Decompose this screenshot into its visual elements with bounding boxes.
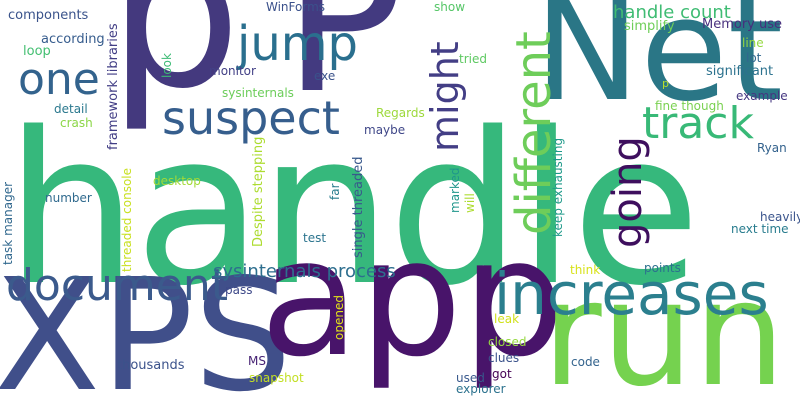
word-marked: marked <box>448 167 462 214</box>
word-handle-count: handle count <box>613 2 731 23</box>
word-number: number <box>45 191 92 205</box>
word-crash: crash <box>60 116 93 130</box>
word-xps: XPS <box>0 245 293 400</box>
word-going: going <box>605 136 651 248</box>
word-despite-stepping: Despite stepping <box>251 136 266 247</box>
word-sysinternals: sysinternals <box>222 86 294 100</box>
word-will: will <box>463 193 477 213</box>
word-framework-libraries: framework libraries <box>106 23 121 150</box>
word-got: got <box>492 367 512 381</box>
word-p-small: p <box>662 77 669 90</box>
word-heavily: heavily <box>760 210 800 224</box>
word-show: show <box>434 0 466 14</box>
word-threaded-console: threaded console <box>120 167 134 272</box>
word-app: app <box>260 205 565 393</box>
word-fine-though: fine though <box>655 99 724 113</box>
word-test: test <box>303 231 327 245</box>
word-handle: handle <box>5 87 701 332</box>
word-net: Net <box>534 0 784 133</box>
word-regards: Regards <box>376 106 425 120</box>
word-explorer: explorer <box>456 382 506 396</box>
word-thousands: thousands <box>117 358 185 373</box>
word-single-threaded: single threaded <box>351 156 366 258</box>
word-sysinternals-process: sysinternals process <box>213 261 396 282</box>
word-keep-exhausting: keep exhausting <box>551 137 565 237</box>
word-p-upper: P <box>283 0 404 138</box>
word-code: code <box>571 355 600 369</box>
word-jump: jump <box>237 16 358 72</box>
word-leak: leak <box>494 312 520 326</box>
word-example: example <box>736 89 788 103</box>
word-ms: MS <box>248 354 266 368</box>
word-used: used <box>456 371 485 385</box>
word-opened: opened <box>332 295 346 340</box>
word-simplify: simplify <box>624 19 675 34</box>
word-p: p <box>108 0 242 135</box>
word-think: think <box>570 263 601 277</box>
word-suspect: suspect <box>162 91 340 145</box>
word-line: line <box>742 36 764 50</box>
word-run: run <box>542 250 786 400</box>
word-closed: closed <box>488 335 527 349</box>
word-according: according <box>41 32 105 47</box>
word-next-time: next time <box>731 222 789 236</box>
word-memory-use: Memory use <box>702 17 783 32</box>
word-look: look <box>160 53 174 78</box>
word-detail: detail <box>54 102 88 116</box>
word-pass: pass <box>225 283 253 297</box>
word-maybe: maybe <box>364 123 406 137</box>
word-desktop: desktop <box>153 174 201 188</box>
word-monitor: monitor <box>209 64 256 78</box>
word-increases: increases <box>494 260 769 328</box>
word-tried: tried <box>459 52 487 66</box>
word-points: points <box>644 261 681 275</box>
word-winforms: WinForms <box>266 0 326 14</box>
word-exe: exe <box>314 69 336 83</box>
word-task-manager: task manager <box>1 181 15 265</box>
word-components: components <box>8 8 89 23</box>
word-loop: loop <box>23 44 51 59</box>
word-track: track <box>642 98 754 149</box>
word-ryan: Ryan <box>757 141 787 155</box>
word-lot: lot <box>746 51 762 65</box>
word-one: one <box>18 54 100 105</box>
word-document: document <box>6 260 228 311</box>
word-far: far <box>328 183 342 200</box>
word-snapshot: snapshot <box>249 371 304 385</box>
word-clues: clues <box>488 351 520 365</box>
word-significant: significant <box>706 64 774 79</box>
